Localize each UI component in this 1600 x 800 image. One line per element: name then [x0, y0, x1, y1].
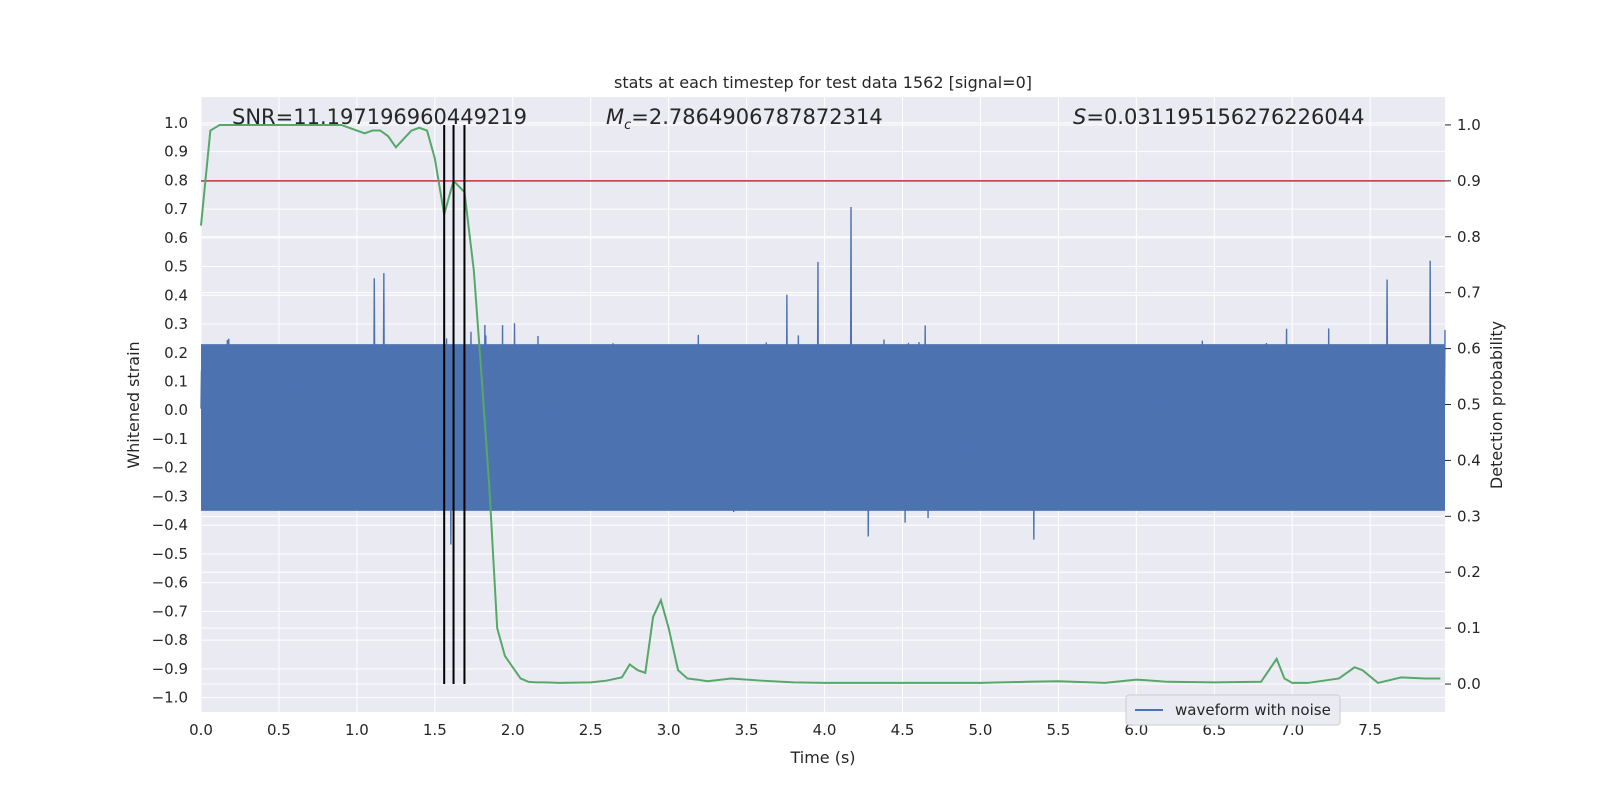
x-tick-label: 4.5: [891, 721, 915, 739]
y-tick-label: −1.0: [152, 689, 188, 707]
x-tick-label: 2.0: [501, 721, 525, 739]
y2-tick-label: 0.2: [1457, 563, 1481, 581]
chirp-mass-annotation: Mc=2.7864906787872314: [606, 105, 883, 133]
y-tick-label: 0.2: [164, 344, 188, 362]
s-symbol: S: [1073, 105, 1086, 129]
y-axis-label: Whitened strain: [124, 341, 143, 468]
y-tick-label: −0.6: [152, 574, 188, 592]
chirp-mass-value: =2.7864906787872314: [631, 105, 882, 129]
x-tick-label: 1.5: [423, 721, 447, 739]
y2-tick-label: 1.0: [1457, 116, 1481, 134]
legend: waveform with noise: [1125, 694, 1341, 726]
x-tick-label: 7.5: [1358, 721, 1382, 739]
x-tick-label: 0.0: [189, 721, 213, 739]
snr-annotation: SNR=11.197196960449219: [232, 105, 527, 129]
chirp-mass-subscript: c: [624, 118, 631, 133]
y-tick-label: −0.8: [152, 631, 188, 649]
x-tick-label: 0.5: [267, 721, 291, 739]
y2-tick-label: 0.9: [1457, 172, 1481, 190]
y-tick-label: 0.8: [164, 171, 188, 189]
y-tick-label: 0.4: [164, 286, 188, 304]
detection-probability-series: [200, 123, 1441, 685]
x-tick-label: 5.5: [1046, 721, 1070, 739]
y-tick-label: −0.1: [152, 430, 188, 448]
legend-box: [1125, 694, 1341, 726]
y-tick-label: 1.0: [164, 114, 188, 132]
s-value: =0.031195156276226044: [1086, 105, 1364, 129]
vertical-marker-lines: [443, 124, 466, 685]
x-tick-label: 4.0: [813, 721, 837, 739]
y2-tick-label: 0.4: [1457, 451, 1481, 469]
waveform-line: [200, 206, 1446, 545]
x-tick-label: 1.0: [345, 721, 369, 739]
y-tick-label: −0.3: [152, 487, 188, 505]
chart-title: stats at each timestep for test data 156…: [614, 73, 1032, 92]
y2-tick-label: 0.7: [1457, 284, 1481, 302]
s-annotation: S=0.031195156276226044: [1073, 105, 1364, 129]
y-tick-label: 0.1: [164, 373, 188, 391]
y2-axis-ticks: 1.0 0.9 0.8 0.7 0.6 0.5 0.4 0.3 0.2 0.1 0.0: [1445, 116, 1481, 693]
y-axis-ticks: 1.0 0.9 0.8 0.7 0.6 0.5 0.4 0.3 0.2 0.1 0.0 −0.1 −0.…: [152, 114, 188, 707]
y-tick-label: 0.6: [164, 229, 188, 247]
y-tick-label: −0.2: [152, 459, 188, 477]
y-tick-label: −0.7: [152, 602, 188, 620]
y-tick-label: 0.7: [164, 200, 188, 218]
y-tick-label: 0.5: [164, 258, 188, 276]
waveform-with-noise-series: [200, 206, 1446, 545]
chirp-mass-symbol: M: [606, 105, 624, 129]
y-tick-label: 0.0: [164, 401, 188, 419]
y2-tick-label: 0.3: [1457, 507, 1481, 525]
y2-tick-label: 0.5: [1457, 396, 1481, 414]
y-tick-label: −0.5: [152, 545, 188, 563]
y2-tick-label: 0.1: [1457, 619, 1481, 637]
legend-label: waveform with noise: [1175, 701, 1331, 719]
y-tick-label: 0.9: [164, 143, 188, 161]
x-tick-label: 3.0: [657, 721, 681, 739]
detection-probability-line: [200, 123, 1441, 685]
y-tick-label: −0.9: [152, 660, 188, 678]
x-tick-label: 2.5: [579, 721, 603, 739]
y2-tick-label: 0.8: [1457, 228, 1481, 246]
x-axis-label: Time (s): [789, 748, 855, 767]
y-tick-label: 0.3: [164, 315, 188, 333]
x-tick-label: 3.5: [735, 721, 759, 739]
y2-axis-label: Detection probability: [1487, 321, 1506, 489]
y-tick-label: −0.4: [152, 516, 188, 534]
y2-tick-label: 0.0: [1457, 675, 1481, 693]
y2-tick-label: 0.6: [1457, 340, 1481, 358]
x-tick-label: 5.0: [969, 721, 993, 739]
